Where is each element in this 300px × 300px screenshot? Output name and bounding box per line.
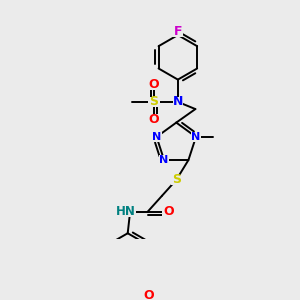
Bar: [142, 291, 153, 300]
Text: O: O: [149, 78, 159, 91]
Bar: [148, 97, 160, 107]
Bar: [171, 175, 182, 185]
Bar: [159, 155, 169, 165]
Bar: [162, 207, 173, 217]
Text: F: F: [174, 25, 182, 38]
Text: HN: HN: [116, 205, 136, 218]
Bar: [148, 114, 160, 123]
Bar: [172, 28, 183, 38]
Text: O: O: [163, 205, 174, 218]
Text: N: N: [160, 155, 169, 165]
Text: S: S: [149, 95, 158, 108]
Bar: [148, 80, 160, 90]
Bar: [173, 97, 183, 107]
Text: N: N: [173, 95, 183, 108]
Text: O: O: [149, 113, 159, 126]
Bar: [152, 132, 162, 142]
Bar: [191, 132, 201, 142]
Text: N: N: [191, 132, 201, 142]
Text: O: O: [143, 289, 154, 300]
Text: N: N: [152, 132, 161, 142]
Bar: [118, 207, 136, 217]
Text: S: S: [172, 173, 181, 186]
